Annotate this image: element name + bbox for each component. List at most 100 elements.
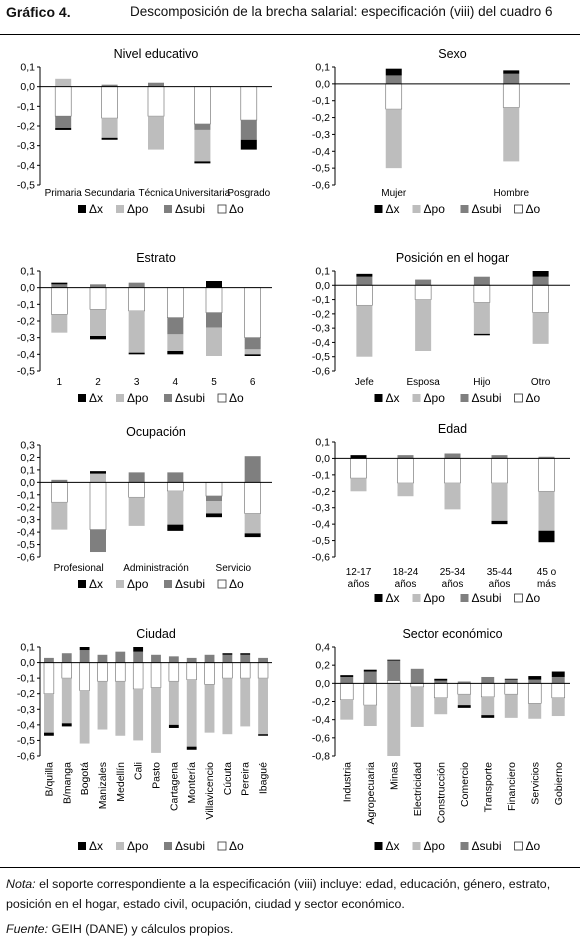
bar-segment: [385, 75, 402, 84]
bar-segment: [244, 349, 261, 355]
bar-segment: [61, 662, 72, 679]
chart-panel: Sector económico -0,8 -0,6 -0,4 -0,2 0,0 0,2 0,…: [312, 627, 570, 853]
legend-swatch: [412, 594, 421, 602]
x-tick-label: Secundaria: [84, 188, 135, 199]
bar-segment: [204, 662, 215, 685]
y-tick-label: 0,4: [315, 642, 330, 654]
bar-segment: [397, 483, 414, 497]
bar-segment: [133, 651, 144, 663]
legend-swatch: [460, 842, 469, 850]
charts-grid: Nivel educativo -0,5 -0,4 -0,3 -0,2 -0,1 0,0 0,…: [17, 47, 570, 853]
y-tick-label: -0,1: [17, 101, 35, 113]
bottom-rule: [0, 867, 580, 868]
bar-segment: [79, 662, 90, 691]
legend-label: Δo: [229, 202, 244, 216]
legend-label: Δsubi: [175, 839, 205, 853]
legend-swatch: [78, 205, 86, 213]
legend-swatch: [217, 841, 227, 851]
legend-label: Δo: [229, 839, 244, 853]
bar-segment: [89, 482, 107, 530]
y-tick-label: -0,2: [17, 121, 35, 133]
bar-segment: [168, 681, 179, 725]
x-tick-label: Gobierno: [553, 762, 565, 805]
bar-segment: [128, 497, 145, 526]
bar-segment: [502, 83, 520, 108]
bar-segment: [167, 351, 184, 355]
bar-segment: [194, 86, 211, 125]
legend-swatch: [78, 842, 86, 850]
legend-label: Δx: [386, 391, 400, 405]
bar-segment: [481, 696, 495, 716]
legend-swatch: [374, 842, 383, 850]
x-tick-label: 25-34: [440, 567, 466, 578]
y-tick-label: -0,1: [17, 489, 35, 501]
bar-segment: [150, 662, 162, 688]
bar-segment: [538, 530, 555, 543]
bar-segment: [186, 746, 197, 750]
bar-segment: [186, 679, 197, 747]
bar-segment: [528, 679, 542, 684]
legend-label: Δpo: [424, 202, 446, 216]
legend-label: Δo: [526, 202, 541, 216]
bar-segment: [244, 482, 261, 514]
bar-segment: [240, 654, 251, 663]
bar-segment: [51, 502, 68, 530]
y-tick-label: -0,4: [17, 349, 35, 361]
legend-swatch: [514, 841, 523, 851]
bar-segment: [186, 657, 197, 663]
bar-segment: [434, 697, 448, 715]
bar-segment: [132, 662, 144, 690]
chart-panel: Posición en el hogar -0,6 -0,5 -0,4 -0,3 -0,2…: [312, 251, 570, 405]
legend-swatch: [460, 394, 469, 402]
y-tick-label: 0,0: [20, 282, 35, 294]
bar-segment: [444, 453, 461, 459]
chart-panel: Ciudad -0,6 -0,5 -0,4 -0,3 -0,2 -0,1 0,0 0,1 B/qu…: [17, 627, 272, 853]
y-tick-label: -0,6: [312, 552, 330, 564]
legend-label: Δo: [526, 839, 541, 853]
y-tick-label: 0,1: [20, 464, 35, 476]
legend-swatch: [460, 594, 469, 602]
x-tick-label: Industria: [341, 762, 353, 802]
bar-segment: [90, 529, 106, 553]
chart-title: Nivel educativo: [114, 47, 199, 61]
x-tick-label: B/quilla: [43, 762, 55, 797]
legend-swatch: [412, 205, 421, 213]
x-tick-label: Administración: [123, 563, 189, 574]
y-tick-label: 0,0: [20, 657, 35, 669]
bar-segment: [128, 282, 145, 288]
source-lead: Fuente:: [6, 922, 49, 936]
source-line: Fuente: GEIH (DANE) y cálculos propios.: [6, 922, 233, 936]
bar-segment: [410, 668, 424, 684]
y-tick-label: -0,5: [312, 535, 330, 547]
bar-segment: [51, 282, 68, 285]
legend-label: Δx: [89, 577, 103, 591]
bar-segment: [340, 676, 354, 684]
x-tick-label: Otro: [531, 377, 551, 388]
x-tick-label: Pasto: [151, 762, 163, 789]
bar-segment: [415, 299, 432, 351]
x-tick-label: 45 o: [537, 567, 557, 578]
bar-segment: [206, 496, 222, 501]
bar-segment: [340, 699, 354, 720]
y-tick-label: -0,1: [312, 469, 330, 481]
bar-segment: [480, 683, 495, 698]
bar-segment: [528, 676, 542, 680]
y-tick-label: -0,3: [17, 332, 35, 344]
y-tick-label: -0,4: [312, 146, 330, 158]
legend-label: Δo: [526, 391, 541, 405]
bar-segment: [363, 705, 377, 727]
bar-segment: [444, 458, 461, 484]
bar-segment: [350, 478, 367, 492]
bar-segment: [385, 109, 402, 169]
bar-segment: [194, 161, 211, 164]
y-tick-label: 0,3: [20, 440, 35, 452]
legend-label: Δsubi: [175, 202, 205, 216]
chart-title: Ciudad: [136, 627, 176, 641]
x-tick-label: Pereira: [240, 762, 252, 796]
y-tick-label: -0,4: [312, 714, 330, 726]
x-tick-label: Cartagena: [168, 762, 180, 811]
bar-segment: [186, 662, 197, 680]
chart-title: Sector económico: [402, 627, 502, 641]
x-tick-label: Servicios: [529, 762, 541, 805]
bar-segment: [43, 662, 55, 695]
